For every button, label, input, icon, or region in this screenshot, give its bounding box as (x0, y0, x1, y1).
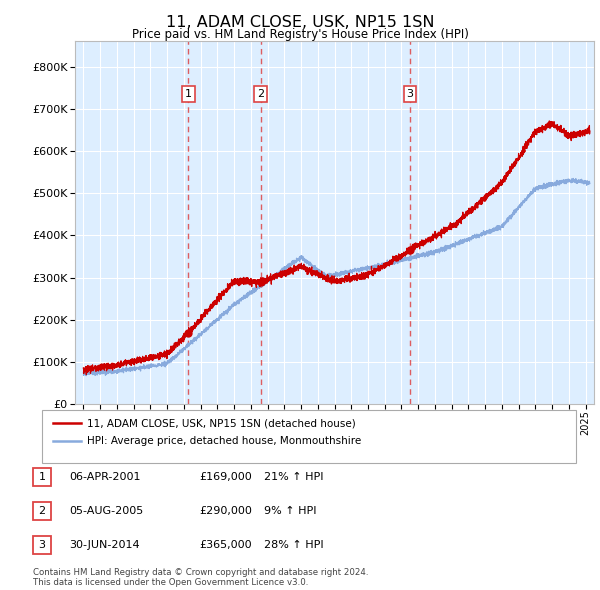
Text: HPI: Average price, detached house, Monmouthshire: HPI: Average price, detached house, Monm… (87, 437, 361, 446)
Text: £290,000: £290,000 (199, 506, 252, 516)
Text: 1: 1 (185, 89, 192, 99)
Text: 3: 3 (38, 540, 46, 550)
Text: 21% ↑ HPI: 21% ↑ HPI (264, 472, 323, 481)
Text: £169,000: £169,000 (199, 472, 252, 481)
Text: Contains HM Land Registry data © Crown copyright and database right 2024.
This d: Contains HM Land Registry data © Crown c… (33, 568, 368, 587)
Text: 9% ↑ HPI: 9% ↑ HPI (264, 506, 317, 516)
Text: 1: 1 (38, 472, 46, 481)
Text: 11, ADAM CLOSE, USK, NP15 1SN (detached house): 11, ADAM CLOSE, USK, NP15 1SN (detached … (87, 418, 356, 428)
Text: £365,000: £365,000 (199, 540, 252, 550)
Text: 2: 2 (257, 89, 264, 99)
Text: 06-APR-2001: 06-APR-2001 (69, 472, 140, 481)
Text: 28% ↑ HPI: 28% ↑ HPI (264, 540, 323, 550)
Text: 3: 3 (406, 89, 413, 99)
Text: 2: 2 (38, 506, 46, 516)
Text: Price paid vs. HM Land Registry's House Price Index (HPI): Price paid vs. HM Land Registry's House … (131, 28, 469, 41)
Text: 11, ADAM CLOSE, USK, NP15 1SN: 11, ADAM CLOSE, USK, NP15 1SN (166, 15, 434, 30)
Text: 05-AUG-2005: 05-AUG-2005 (69, 506, 143, 516)
Text: 30-JUN-2014: 30-JUN-2014 (69, 540, 140, 550)
